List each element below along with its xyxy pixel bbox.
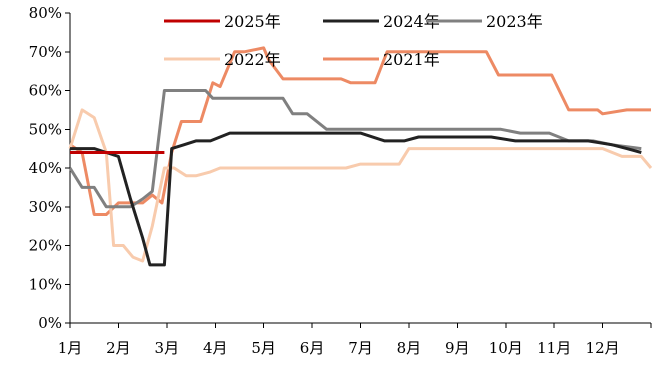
y-tick-label: 10% <box>29 275 62 293</box>
legend-item: 2023年 <box>426 12 543 31</box>
series-line-2022年 <box>68 108 653 263</box>
y-tick-label: 50% <box>29 120 62 138</box>
x-axis-ticks: 1月 2月 3月 4月 5月 6月 7月 8月 9月 10月 11月 12月 <box>58 323 652 357</box>
x-tick-label: 11月 <box>537 339 571 357</box>
x-tick-label: 8月 <box>397 339 422 357</box>
legend-label: 2024年 <box>383 12 440 31</box>
y-tick-label: 30% <box>29 198 62 216</box>
y-tick-label: 40% <box>29 159 62 177</box>
y-tick-label: 0% <box>38 314 62 332</box>
legend-item: 2021年 <box>323 50 440 69</box>
x-tick-label: 2月 <box>106 339 131 357</box>
y-tick-label: 80% <box>29 4 62 22</box>
y-tick-label: 70% <box>29 43 62 61</box>
x-tick-label: 7月 <box>348 339 373 357</box>
x-tick-label: 6月 <box>300 339 325 357</box>
series-line-2024年 <box>70 131 642 267</box>
legend-item: 2022年 <box>164 50 281 69</box>
series-line-2023年 <box>68 89 642 209</box>
y-tick-label: 20% <box>29 237 62 255</box>
x-tick-label: 4月 <box>203 339 228 357</box>
series-line-2021年 <box>69 46 651 216</box>
x-tick-label: 9月 <box>445 339 470 357</box>
legend-label: 2023年 <box>486 12 543 31</box>
x-tick-label: 1月 <box>58 339 83 357</box>
y-tick-label: 60% <box>29 82 62 100</box>
series-layer <box>68 46 653 267</box>
legend: 2025年 2024年 2023年 2022年 2021年 <box>164 12 543 69</box>
x-tick-label: 3月 <box>155 339 180 357</box>
legend-item: 2025年 <box>164 12 281 31</box>
legend-label: 2022年 <box>224 50 281 69</box>
x-tick-label: 10月 <box>489 339 523 357</box>
x-tick-label: 12月 <box>586 339 620 357</box>
y-axis-ticks: 0% 10% 20% 30% 40% 50% 60% 70% 80% <box>29 4 70 332</box>
legend-item: 2024年 <box>323 12 440 31</box>
legend-label: 2025年 <box>224 12 281 31</box>
legend-label: 2021年 <box>383 50 440 69</box>
x-tick-label: 5月 <box>251 339 276 357</box>
